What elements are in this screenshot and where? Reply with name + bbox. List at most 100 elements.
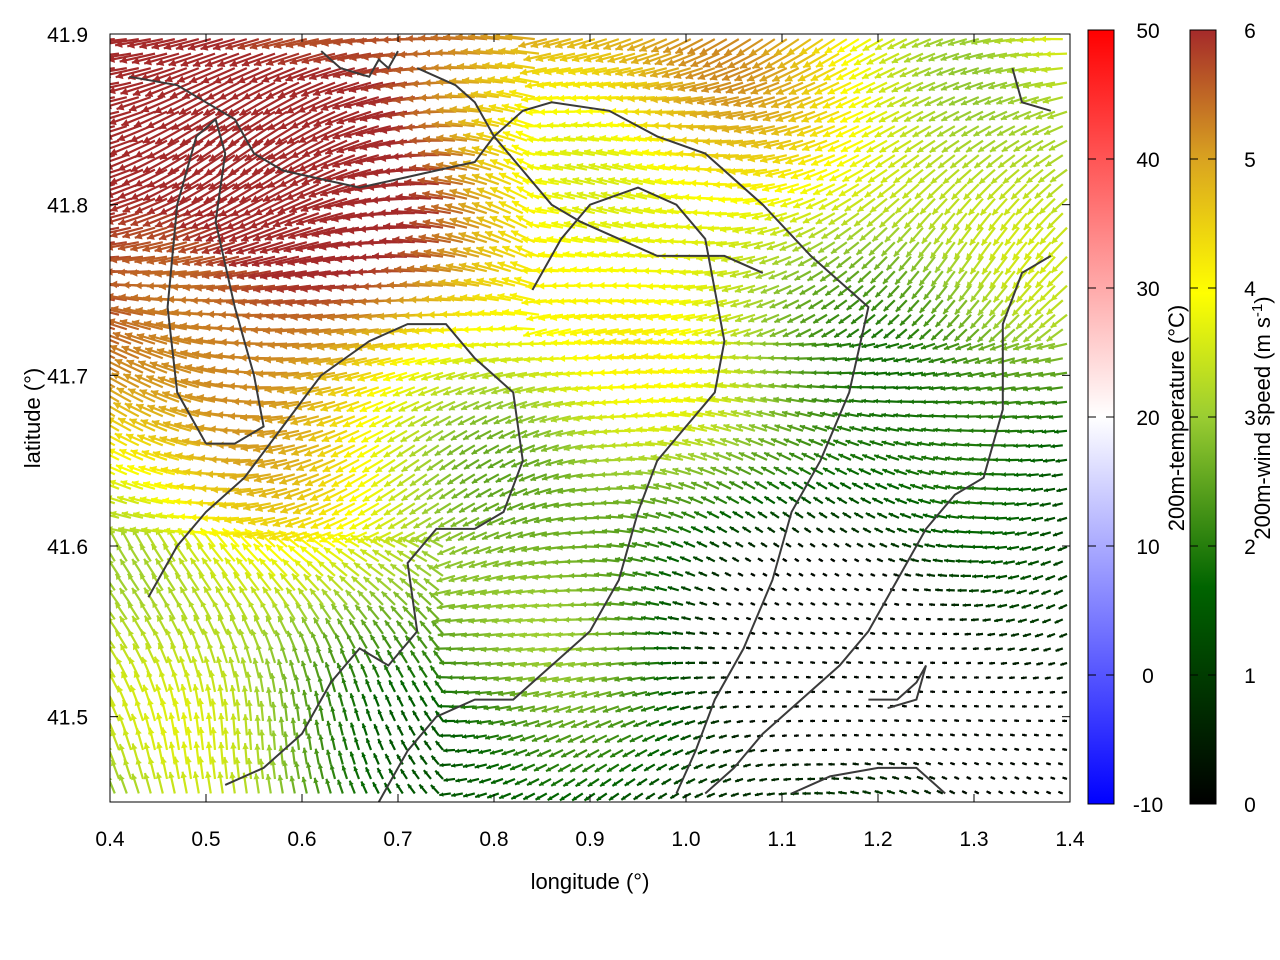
wind-vector-head xyxy=(361,752,366,758)
wind-vector-head xyxy=(924,790,928,794)
wind-vector-head xyxy=(487,794,492,799)
wind-vector xyxy=(230,742,237,765)
wind-vector xyxy=(559,792,572,802)
wind-vector xyxy=(620,792,632,801)
wind-vector-head xyxy=(850,790,855,795)
wind-vector xyxy=(143,772,152,794)
wind-vector-head xyxy=(302,747,308,754)
wind-vector-head xyxy=(795,777,799,781)
wind-vector xyxy=(862,790,872,795)
wind-vector-head xyxy=(986,791,990,794)
wind-vector-head xyxy=(479,779,484,784)
wind-vector xyxy=(131,743,140,765)
wind-vector-head xyxy=(658,794,663,799)
wind-vector xyxy=(486,763,500,770)
wind-vector xyxy=(898,789,908,795)
wind-vector-head xyxy=(499,794,504,799)
wind-vector xyxy=(923,789,932,795)
wind-vector xyxy=(942,661,948,665)
wind-vector-head xyxy=(282,760,288,767)
wind-vector-head xyxy=(377,768,382,773)
wind-vector xyxy=(1062,776,1068,781)
wind-vector xyxy=(633,792,644,801)
wind-vector-head xyxy=(941,776,946,780)
wind-vector xyxy=(325,749,332,765)
wind-vector-head xyxy=(234,757,241,764)
wind-vector xyxy=(290,746,296,765)
wind-vector xyxy=(192,771,200,794)
wind-vector xyxy=(879,776,888,781)
wind-vector xyxy=(974,790,980,795)
wind-vector-head xyxy=(439,792,444,797)
wind-vector xyxy=(361,752,368,765)
wind-vector-head xyxy=(867,776,872,780)
wind-vector-head xyxy=(892,776,896,780)
wind-vector xyxy=(372,781,380,794)
wind-vector xyxy=(509,763,524,771)
wind-vector-head xyxy=(661,780,667,785)
wind-vector xyxy=(180,771,188,794)
wind-vector xyxy=(110,777,116,794)
wind-vector-head xyxy=(349,780,354,786)
wind-vector-head xyxy=(670,794,675,799)
wind-vector xyxy=(229,772,236,794)
wind-vector-head xyxy=(742,792,747,797)
wind-vector-head xyxy=(254,743,261,750)
wind-vector xyxy=(1002,776,1008,780)
wind-vector xyxy=(325,778,332,794)
wind-vector xyxy=(786,690,792,694)
wind-vector-head xyxy=(385,753,390,759)
wind-vector xyxy=(608,792,620,802)
wind-vector-head xyxy=(389,768,394,774)
wind-vector xyxy=(962,675,967,679)
wind-vector-head xyxy=(498,765,504,770)
wind-vector-head xyxy=(706,793,711,798)
wind-vector-head xyxy=(435,770,440,776)
wind-vector xyxy=(118,774,128,794)
wind-vector xyxy=(569,763,584,773)
wind-vector xyxy=(826,791,835,795)
wind-vector xyxy=(434,769,444,780)
wind-vector-head xyxy=(535,795,541,800)
wind-vector-head xyxy=(558,767,564,772)
wind-vector-head xyxy=(929,776,933,780)
wind-vector xyxy=(439,762,451,768)
wind-vector-head xyxy=(104,574,110,580)
wind-vector xyxy=(550,778,564,787)
wind-vector xyxy=(294,761,301,780)
wind-vector-head xyxy=(361,781,366,787)
wind-vector-head xyxy=(277,774,284,781)
wind-vector-head xyxy=(1050,776,1054,780)
wind-vector xyxy=(778,792,787,796)
wind-vector-shaft xyxy=(110,749,116,765)
wind-vector-head xyxy=(886,790,891,794)
wind-vector-head xyxy=(475,793,480,798)
wind-vector-head xyxy=(155,772,163,779)
wind-vector xyxy=(886,789,896,795)
wind-vector xyxy=(522,792,536,801)
wind-vector-head xyxy=(180,771,187,779)
plot-area xyxy=(104,33,1071,803)
wind-vector xyxy=(376,767,384,780)
wind-vector-head xyxy=(783,777,787,782)
wind-vector-head xyxy=(814,791,818,796)
wind-vector xyxy=(562,778,576,787)
wind-vector xyxy=(168,771,176,794)
wind-vector-head xyxy=(451,792,456,798)
wind-vector-head xyxy=(771,777,775,782)
wind-vector xyxy=(746,675,751,679)
wind-vector-head xyxy=(584,796,590,801)
wind-vector xyxy=(911,789,920,795)
wind-vector xyxy=(418,783,428,795)
wind-vector xyxy=(685,777,696,785)
wind-vector xyxy=(802,791,811,796)
wind-vector xyxy=(474,763,488,769)
wind-vector-head xyxy=(600,781,605,787)
wind-vector-head xyxy=(397,754,402,760)
wind-vector xyxy=(1062,719,1068,723)
wind-vector-head xyxy=(181,741,188,749)
wind-vector-head xyxy=(289,775,296,782)
wind-vector xyxy=(557,763,572,773)
wind-vector-head xyxy=(718,793,723,797)
wind-vector-head xyxy=(143,742,151,750)
